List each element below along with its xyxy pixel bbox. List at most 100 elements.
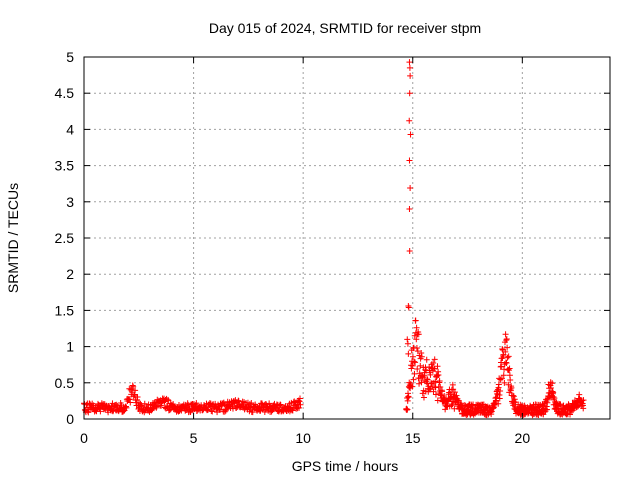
- data-point: [130, 383, 137, 390]
- axis-ticks: 0 0.5 1 1.5 2 2.5 3 3.5 4 4.5 5 0 5 10 15 20: [55, 49, 610, 446]
- data-point: [439, 388, 446, 395]
- data-point: [406, 64, 413, 71]
- data-point: [235, 398, 242, 405]
- data-point: [417, 362, 424, 369]
- data-point: [506, 365, 513, 372]
- data-point: [233, 404, 240, 411]
- x-tick-label: 0: [80, 430, 88, 446]
- data-point: [511, 396, 518, 403]
- data-point: [503, 359, 510, 366]
- data-point: [182, 407, 189, 414]
- y-tick-label: 1.5: [55, 302, 75, 318]
- data-point: [113, 401, 120, 408]
- data-point: [413, 336, 420, 343]
- y-tick-label: 4: [66, 121, 74, 137]
- data-point: [435, 371, 442, 378]
- data-point: [580, 397, 587, 404]
- data-point: [404, 336, 411, 343]
- data-point: [97, 408, 104, 415]
- data-point: [409, 383, 416, 390]
- data-point: [405, 394, 412, 401]
- data-point: [296, 404, 303, 411]
- x-tick-label: 20: [515, 430, 531, 446]
- data-point: [448, 386, 455, 393]
- data-points: [81, 59, 587, 419]
- data-point: [153, 403, 160, 410]
- data-point: [409, 353, 416, 360]
- data-point: [495, 381, 502, 388]
- data-point: [499, 345, 506, 352]
- y-tick-label: 3.5: [55, 158, 75, 174]
- x-tick-label: 10: [295, 430, 311, 446]
- y-tick-label: 2: [66, 266, 74, 282]
- data-point: [412, 317, 419, 324]
- data-point: [498, 363, 505, 370]
- data-point: [248, 400, 255, 407]
- data-point: [414, 348, 421, 355]
- data-point: [193, 400, 200, 407]
- data-point: [434, 372, 441, 379]
- data-point: [507, 377, 514, 384]
- data-point: [497, 387, 504, 394]
- data-point: [418, 349, 425, 356]
- plot-frame: [83, 56, 611, 420]
- data-point: [405, 350, 412, 357]
- data-point: [277, 401, 284, 408]
- data-point: [229, 405, 236, 412]
- data-point: [406, 90, 413, 97]
- data-point: [166, 406, 173, 413]
- data-point: [209, 408, 216, 415]
- data-point: [427, 371, 434, 378]
- data-point: [508, 384, 515, 391]
- data-point: [502, 348, 509, 355]
- data-point: [404, 340, 411, 347]
- data-point: [570, 407, 577, 414]
- data-point: [448, 402, 455, 409]
- data-point: [413, 344, 420, 351]
- data-point: [498, 375, 505, 382]
- data-point: [434, 363, 441, 370]
- data-point: [127, 399, 134, 406]
- data-point: [134, 393, 141, 400]
- data-point: [406, 248, 413, 255]
- data-point: [495, 400, 502, 407]
- data-point: [408, 365, 415, 372]
- data-point: [412, 359, 419, 366]
- data-point: [504, 354, 511, 361]
- data-point: [502, 331, 509, 338]
- data-point: [404, 406, 411, 413]
- data-point: [430, 359, 437, 366]
- data-point: [431, 356, 438, 363]
- data-point: [411, 370, 418, 377]
- data-point: [219, 400, 226, 407]
- data-point: [550, 393, 557, 400]
- data-point: [437, 384, 444, 391]
- data-point: [418, 353, 425, 360]
- data-point: [132, 387, 139, 394]
- x-tick-label: 5: [190, 430, 198, 446]
- data-point: [549, 380, 556, 387]
- x-tick-label: 15: [405, 430, 421, 446]
- data-point: [493, 394, 500, 401]
- data-point: [297, 401, 304, 408]
- y-tick-label: 3: [66, 194, 74, 210]
- data-point: [503, 337, 510, 344]
- data-point: [420, 394, 427, 401]
- data-point: [204, 406, 211, 413]
- y-tick-label: 1: [66, 339, 74, 355]
- data-point: [567, 411, 574, 418]
- data-point: [418, 379, 425, 386]
- data-point: [557, 401, 564, 408]
- data-point: [424, 376, 431, 383]
- data-point: [297, 395, 304, 402]
- data-point: [496, 395, 503, 402]
- data-point: [165, 397, 172, 404]
- data-point: [505, 381, 512, 388]
- data-point: [411, 358, 418, 365]
- data-point: [410, 376, 417, 383]
- data-point: [419, 390, 426, 397]
- data-point: [406, 59, 413, 66]
- data-point: [510, 393, 517, 400]
- y-tick-label: 0.5: [55, 375, 75, 391]
